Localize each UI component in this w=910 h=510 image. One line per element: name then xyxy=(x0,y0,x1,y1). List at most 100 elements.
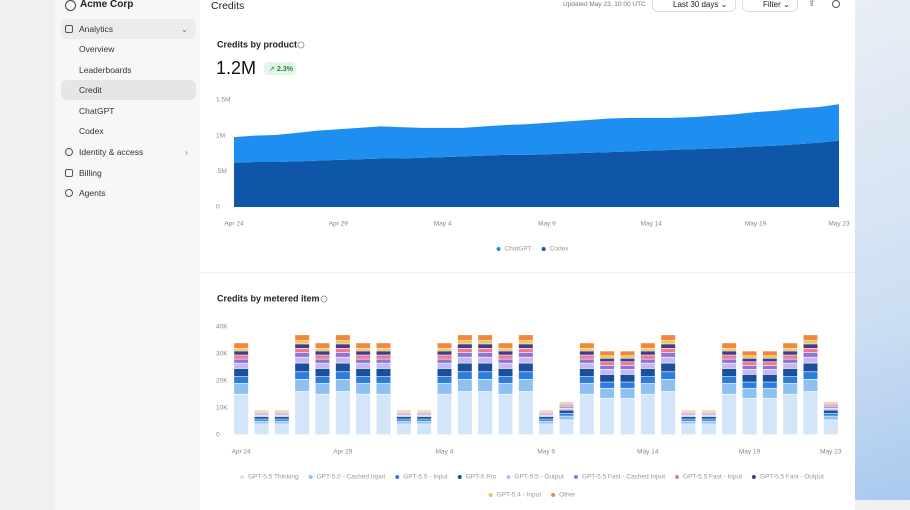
bar-segment xyxy=(458,392,472,435)
bar-segment xyxy=(295,335,309,340)
bar-segment xyxy=(722,359,736,362)
bar-segment xyxy=(804,353,818,357)
info-icon xyxy=(298,42,304,48)
bar-segment xyxy=(783,343,797,348)
bar-segment xyxy=(519,363,533,371)
bar-segment xyxy=(255,424,269,434)
chart-title: Credits by metered item xyxy=(217,293,320,303)
bar-segment xyxy=(661,341,675,344)
bar-segment xyxy=(417,417,431,419)
bar-segment xyxy=(438,384,452,394)
y-tick-label: 0 xyxy=(216,432,220,439)
bar-segment xyxy=(743,375,757,382)
bar-segment xyxy=(641,355,655,358)
bar-segment xyxy=(356,349,370,351)
bar-segment xyxy=(539,424,553,434)
bar-segment xyxy=(702,424,716,434)
legend-marker xyxy=(458,475,462,479)
bar-segment xyxy=(661,349,675,353)
bar-segment xyxy=(641,343,655,348)
bar-segment xyxy=(621,351,635,355)
bar-segment xyxy=(743,382,757,388)
bar-segment xyxy=(377,395,391,435)
bar-segment xyxy=(682,424,696,434)
bar-segment xyxy=(356,377,370,383)
bar-segment xyxy=(255,419,269,421)
bar-segment xyxy=(478,349,492,353)
bar-segment xyxy=(763,362,777,365)
bar-segment xyxy=(763,351,777,355)
bar-segment xyxy=(600,351,614,355)
y-tick-label: 1.5M xyxy=(216,97,230,104)
bar-segment xyxy=(763,356,777,358)
bar-segment xyxy=(783,384,797,394)
bar-segment xyxy=(438,359,452,362)
bar-segment xyxy=(438,351,452,354)
bar-segment xyxy=(804,341,818,344)
bar-segment xyxy=(763,370,777,375)
bar-segment xyxy=(234,351,248,354)
bar-segment xyxy=(438,355,452,358)
bar-segment xyxy=(316,355,330,358)
bar-segment xyxy=(295,344,309,348)
bar-segment xyxy=(560,414,574,416)
bar-segment xyxy=(580,351,594,354)
bar-segment xyxy=(560,409,574,410)
bar-segment xyxy=(722,363,736,368)
y-tick-label: 1M xyxy=(216,132,225,139)
bar-segment xyxy=(377,351,391,354)
bar-segment xyxy=(255,422,269,424)
bar-segment xyxy=(438,363,452,368)
bar-segment xyxy=(234,355,248,358)
bar-segment xyxy=(458,372,472,379)
bar-segment xyxy=(295,358,309,363)
bar-segment xyxy=(539,416,553,417)
bar-segment xyxy=(763,359,777,362)
bar-segment xyxy=(580,363,594,368)
bar-segment xyxy=(377,363,391,368)
x-tick-label: May 14 xyxy=(637,449,659,456)
legend-label: GPT-5.5 - Input xyxy=(403,474,448,481)
bar-segment xyxy=(316,363,330,368)
legend-marker xyxy=(497,247,501,251)
bar-segment xyxy=(458,363,472,371)
bar-segment xyxy=(600,389,614,398)
bar-segment xyxy=(783,377,797,383)
bar-segment xyxy=(722,355,736,358)
bar-segment xyxy=(641,369,655,377)
bar-segment xyxy=(824,409,838,410)
bar-segment xyxy=(641,351,655,354)
bar-segment xyxy=(621,375,635,382)
bar-segment xyxy=(621,370,635,375)
bar-segment xyxy=(783,369,797,377)
bar-segment xyxy=(519,358,533,363)
bar-segment xyxy=(661,392,675,435)
bar-segment xyxy=(275,424,289,434)
legend-marker xyxy=(574,475,578,479)
bar-segment xyxy=(234,359,248,362)
bar-segment xyxy=(580,359,594,362)
x-tick-label: May 23 xyxy=(820,449,842,456)
bar-segment xyxy=(783,351,797,354)
bar-segment xyxy=(621,362,635,365)
bar-segment xyxy=(519,341,533,344)
bar-segment xyxy=(580,377,594,383)
bar-segment xyxy=(377,369,391,377)
x-tick-label: May 9 xyxy=(538,221,556,228)
bar-segment xyxy=(702,416,716,417)
bar-segment xyxy=(336,372,350,379)
bar-segment xyxy=(743,366,757,369)
bar-segment xyxy=(397,417,411,419)
x-tick-label: May 19 xyxy=(745,221,767,228)
bar-segment xyxy=(275,422,289,424)
bar-segment xyxy=(336,344,350,348)
bar-segment xyxy=(458,358,472,363)
bar-segment xyxy=(600,382,614,388)
bar-segment xyxy=(621,356,635,358)
bar-segment xyxy=(458,341,472,344)
bar-segment xyxy=(438,377,452,383)
bar-segment xyxy=(478,372,492,379)
bar-segment xyxy=(743,389,757,398)
legend-marker xyxy=(551,493,555,497)
bar-segment xyxy=(539,417,553,419)
